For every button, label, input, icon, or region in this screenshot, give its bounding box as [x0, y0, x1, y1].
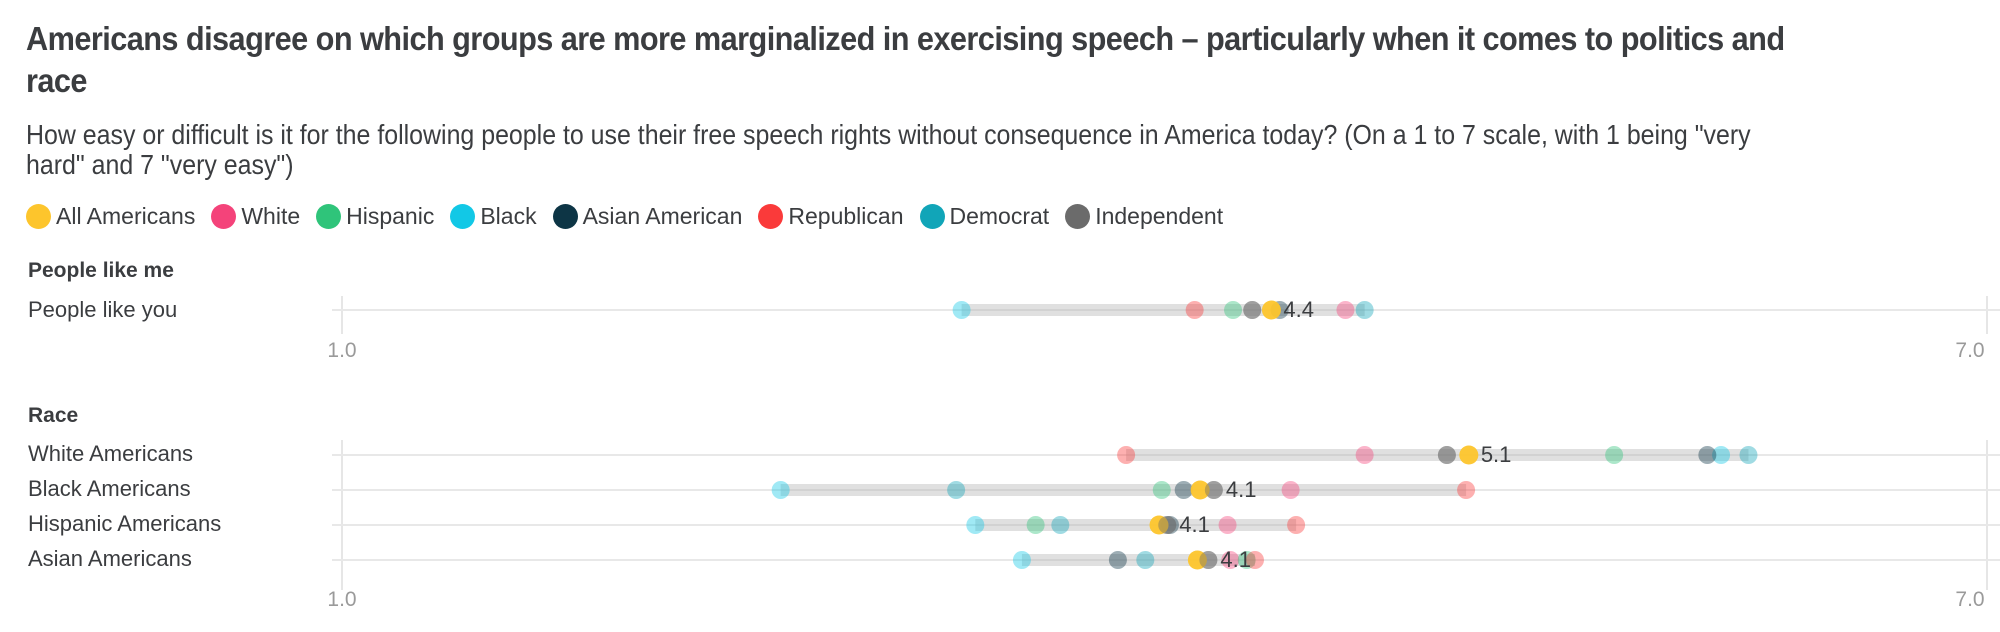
dot-independent-overlay [1158, 516, 1177, 534]
legend-label: Asian American [582, 203, 743, 229]
dot-all-americans [1261, 300, 1281, 320]
dot-hispanic [1152, 481, 1171, 499]
legend-item-asian-american[interactable]: Asian American [552, 203, 743, 230]
dot-republican [1245, 551, 1264, 569]
legend-swatch-independent [1065, 204, 1091, 229]
row-label-hispanic-americans: Hispanic Americans [28, 511, 222, 536]
row-label-white-americans: White Americans [28, 441, 194, 466]
dot-independent [1204, 481, 1223, 499]
legend-swatch-white [211, 204, 237, 229]
legend-swatch-asian-american [552, 204, 578, 229]
dot-asian-american [1108, 551, 1127, 569]
dot-all-americans [1187, 550, 1207, 570]
legend-label: Independent [1095, 203, 1224, 229]
dot-black [771, 481, 790, 499]
dot-republican [1457, 481, 1476, 499]
plot-layer: 4.4 5.1 4.1 4.1 4.1 [332, 296, 2000, 590]
dot-hispanic [1605, 446, 1624, 464]
group-heading-people-like-me: People like me [28, 259, 174, 282]
dot-white [1355, 446, 1374, 464]
dot-all-americans [1149, 515, 1169, 535]
legend-swatch-democrat [919, 204, 945, 229]
legend-item-white[interactable]: White [211, 203, 300, 230]
legend-item-hispanic[interactable]: Hispanic [316, 203, 434, 230]
dot-independent-overlay [1204, 481, 1223, 499]
legend-label: Black [480, 203, 537, 229]
dot-hispanic [1026, 516, 1045, 534]
legend-label: Republican [788, 203, 904, 229]
legend-swatch-hispanic [316, 204, 342, 229]
legend-label: White [241, 203, 301, 229]
chart-subtitle: How easy or difficult is it for the foll… [26, 119, 1751, 180]
dot-all-americans [1459, 445, 1479, 465]
dot-asian-american [1698, 446, 1717, 464]
chart-title: Americans disagree on which groups are m… [26, 20, 1785, 99]
legend-item-all-americans[interactable]: All Americans [26, 203, 195, 230]
legend-label: Democrat [949, 203, 1050, 229]
legend-swatch-black [450, 204, 476, 229]
dot-asian-american [1174, 481, 1193, 499]
dot-republican [1117, 446, 1136, 464]
legend-label: Hispanic [346, 203, 435, 229]
value-label: 4.4 [1283, 297, 1314, 322]
legend-label: All Americans [56, 203, 196, 229]
legend-item-democrat[interactable]: Democrat [919, 203, 1050, 230]
dot-democrat [947, 481, 966, 499]
dot-independent-overlay [1199, 551, 1218, 569]
dot-black [952, 301, 971, 319]
dot-hispanic [1237, 551, 1256, 569]
dot-black [1012, 551, 1031, 569]
legend-swatch-republican [758, 204, 784, 229]
dot-republican [1185, 301, 1204, 319]
dot-all-americans [1190, 480, 1210, 500]
group-heading-race: Race [28, 404, 79, 427]
x-tick-label-max: 7.0 [1955, 588, 1984, 611]
dot-white [1218, 516, 1237, 534]
row-label-people-like-you: People like you [28, 297, 178, 322]
dot-republican [1287, 516, 1306, 534]
dot-independent [1437, 446, 1456, 464]
dot-hispanic [1224, 301, 1243, 319]
legend-item-black[interactable]: Black [450, 203, 537, 230]
dot-democrat [1739, 446, 1758, 464]
dot-independent-overlay [1437, 446, 1456, 464]
dot-white [1221, 551, 1240, 569]
x-tick-label-min: 1.0 [327, 339, 356, 362]
dot-democrat [1355, 301, 1374, 319]
legend-item-republican[interactable]: Republican [758, 203, 904, 230]
value-label: 4.1 [1226, 477, 1257, 502]
value-label: 5.1 [1481, 442, 1512, 467]
dot-white [1281, 481, 1300, 499]
legend-swatch-all-americans [26, 204, 51, 229]
legend: All Americans White Hispanic Black Asian… [26, 203, 1239, 230]
row-label-asian-americans: Asian Americans [28, 546, 192, 571]
dot-independent [1243, 301, 1262, 319]
value-label: 4.1 [1220, 547, 1251, 572]
x-tick-label-max: 7.0 [1955, 339, 1984, 362]
dot-democrat [1051, 516, 1070, 534]
x-tick-label-min: 1.0 [327, 588, 356, 611]
dot-democrat [1136, 551, 1155, 569]
dot-black [1712, 446, 1731, 464]
dot-black [966, 516, 985, 534]
value-label: 4.1 [1179, 512, 1210, 537]
dot-independent-overlay [1243, 301, 1262, 319]
row-label-black-americans: Black Americans [28, 476, 191, 501]
dot-white [1336, 301, 1355, 319]
legend-item-independent[interactable]: Independent [1065, 203, 1223, 230]
